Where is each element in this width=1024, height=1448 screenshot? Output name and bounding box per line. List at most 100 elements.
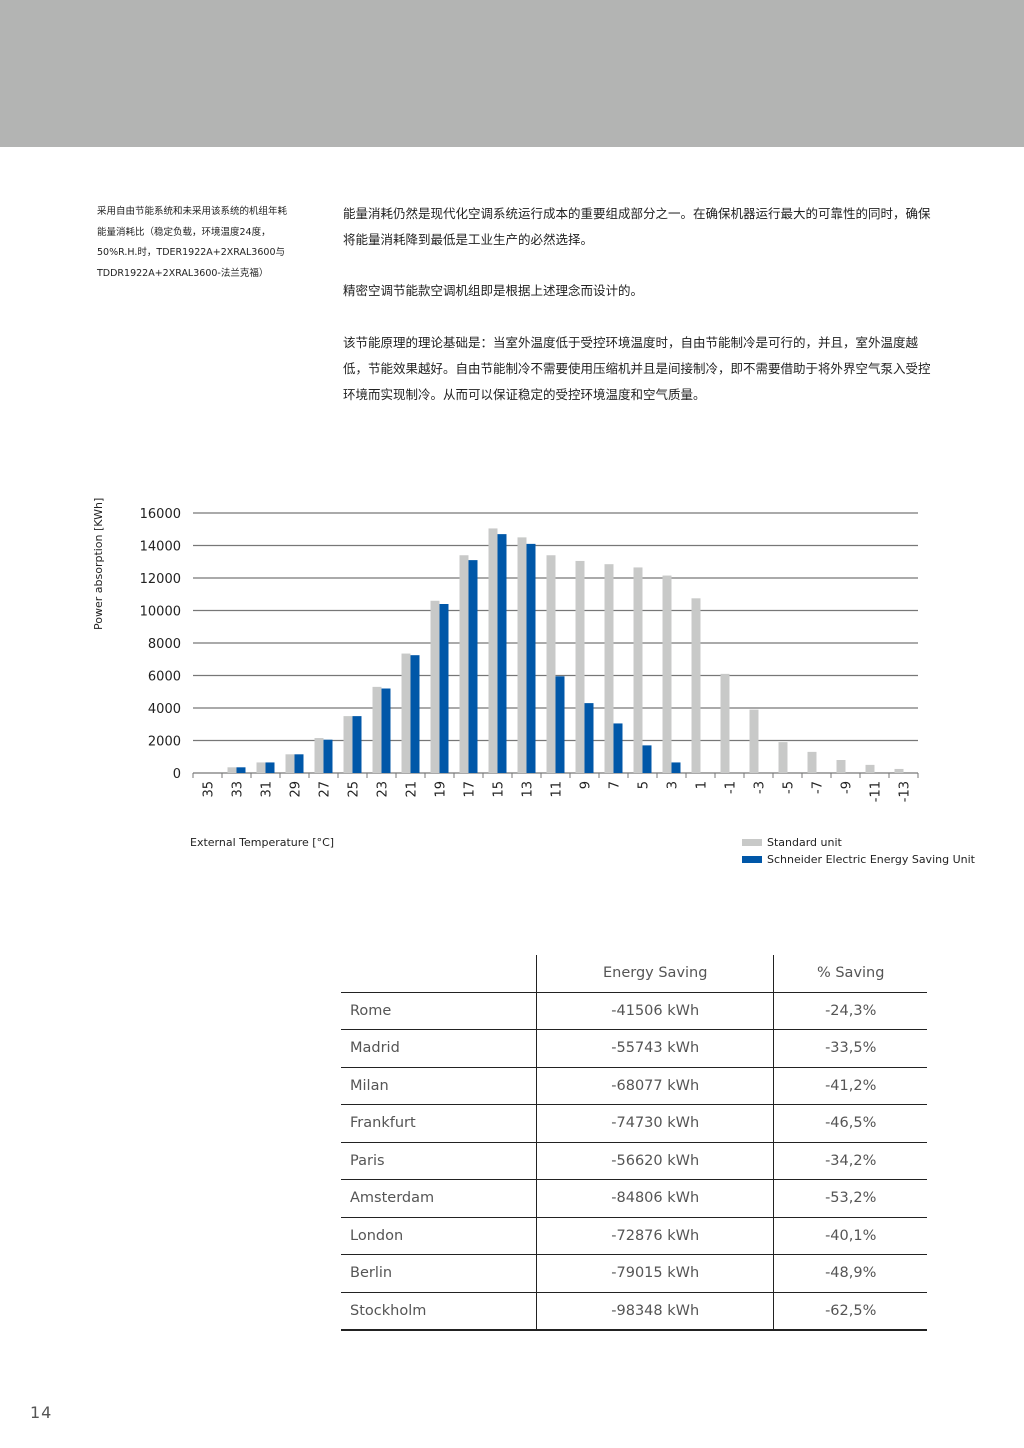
- table-row: Madrid -55743 kWh -33,5%: [341, 1029, 927, 1067]
- bar-standard: [749, 709, 759, 773]
- bar-standard: [691, 598, 701, 773]
- city-cell: Berlin: [341, 1254, 537, 1292]
- x-tick-label: 3: [666, 781, 681, 789]
- savings-table: Energy Saving % Saving Rome -41506 kWh -24…: [341, 955, 927, 1331]
- bar-standard: [633, 567, 643, 773]
- x-tick-label: 29: [289, 781, 304, 798]
- energy-saving-cell: -68077 kWh: [535, 1066, 774, 1105]
- bar-standard: [604, 564, 614, 773]
- bar-energy-saving: [671, 762, 681, 773]
- x-tick-label: 7: [608, 781, 623, 789]
- energy-saving-cell: -84806 kWh: [535, 1179, 774, 1217]
- y-tick-label: 4000: [148, 702, 181, 717]
- legend-swatch: [742, 856, 762, 863]
- y-tick-label: 16000: [140, 507, 181, 522]
- x-tick-label: 25: [347, 781, 362, 798]
- energy-saving-cell: -74730 kWh: [535, 1104, 774, 1142]
- bar-standard: [865, 764, 875, 773]
- header-percent: % Saving: [773, 955, 927, 992]
- energy-saving-cell: -56620 kWh: [535, 1141, 774, 1180]
- city-cell: Amsterdam: [341, 1179, 537, 1217]
- legend-item-standard: Standard unit: [742, 834, 975, 851]
- x-tick-label: 19: [434, 781, 449, 798]
- table-header: Energy Saving % Saving: [341, 955, 927, 992]
- y-tick-label: 2000: [148, 735, 181, 750]
- percent-saving-cell: -62,5%: [773, 1291, 927, 1331]
- city-cell: London: [341, 1216, 537, 1255]
- bar-standard: [778, 742, 788, 773]
- table-row: Amsterdam -84806 kWh -53,2%: [341, 1179, 927, 1217]
- x-tick-label: 23: [376, 781, 391, 798]
- x-tick-label: -3: [753, 781, 768, 794]
- bar-standard: [662, 575, 672, 773]
- bar-energy-saving: [526, 543, 536, 773]
- bar-standard: [430, 600, 440, 773]
- x-tick-label: 27: [318, 781, 333, 798]
- bar-standard: [488, 528, 498, 773]
- bar-energy-saving: [410, 655, 420, 773]
- bar-standard: [401, 653, 411, 773]
- bar-energy-saving: [352, 716, 362, 773]
- x-tick-label: 21: [405, 781, 420, 798]
- legend-swatch: [742, 839, 762, 846]
- y-tick-label: 14000: [140, 540, 181, 555]
- y-tick-label: 0: [173, 767, 181, 782]
- x-tick-label: -13: [898, 781, 913, 802]
- bar-energy-saving: [439, 604, 449, 773]
- energy-saving-cell: -98348 kWh: [535, 1291, 774, 1331]
- table-row: Paris -56620 kWh -34,2%: [341, 1141, 927, 1180]
- bar-energy-saving: [555, 676, 565, 773]
- energy-saving-cell: -79015 kWh: [535, 1254, 774, 1292]
- bar-standard: [314, 738, 324, 773]
- bar-standard: [517, 537, 527, 773]
- x-tick-label: 5: [637, 781, 652, 789]
- city-cell: Stockholm: [341, 1291, 537, 1331]
- city-cell: Madrid: [341, 1029, 537, 1067]
- x-tick-label: 11: [550, 781, 565, 798]
- bar-energy-saving: [381, 688, 391, 773]
- x-tick-label: 35: [202, 781, 217, 798]
- x-tick-label: 31: [260, 781, 275, 798]
- y-axis-label: Power absorption [KWh]: [92, 497, 105, 630]
- bar-energy-saving: [584, 703, 594, 773]
- table-row: Berlin -79015 kWh -48,9%: [341, 1254, 927, 1292]
- bar-energy-saving: [265, 762, 275, 773]
- x-tick-label: 15: [492, 781, 507, 798]
- bar-standard: [894, 768, 904, 773]
- bar-standard: [343, 716, 353, 773]
- header-band: [0, 0, 1024, 147]
- table-row: Rome -41506 kWh -24,3%: [341, 991, 927, 1030]
- percent-saving-cell: -34,2%: [773, 1141, 927, 1180]
- bar-standard: [546, 555, 556, 773]
- table-row: London -72876 kWh -40,1%: [341, 1216, 927, 1255]
- x-axis-label: External Temperature [°C]: [190, 836, 335, 849]
- bar-energy-saving: [468, 560, 478, 773]
- bar-energy-saving: [294, 754, 304, 773]
- legend-item-saving: Schneider Electric Energy Saving Unit: [742, 851, 975, 868]
- energy-saving-cell: -55743 kWh: [535, 1029, 774, 1067]
- x-tick-label: 9: [579, 781, 594, 789]
- city-cell: Milan: [341, 1066, 537, 1105]
- legend-label: Standard unit: [767, 836, 842, 849]
- bar-standard: [256, 762, 266, 773]
- header-energy: Energy Saving: [535, 955, 774, 992]
- y-tick-label: 8000: [148, 637, 181, 652]
- table-row: Frankfurt -74730 kWh -46,5%: [341, 1104, 927, 1142]
- y-tick-label: 6000: [148, 670, 181, 685]
- bar-standard: [720, 673, 730, 773]
- percent-saving-cell: -48,9%: [773, 1254, 927, 1292]
- energy-saving-cell: -41506 kWh: [535, 991, 774, 1030]
- city-cell: Rome: [341, 991, 537, 1030]
- percent-saving-cell: -33,5%: [773, 1029, 927, 1067]
- bar-standard: [227, 767, 237, 773]
- city-cell: Frankfurt: [341, 1104, 537, 1142]
- bar-standard: [807, 751, 817, 773]
- legend: Standard unit Schneider Electric Energy …: [742, 834, 975, 868]
- legend-label: Schneider Electric Energy Saving Unit: [767, 853, 975, 866]
- x-tick-label: 17: [463, 781, 478, 798]
- y-tick-label: 12000: [140, 572, 181, 587]
- bar-standard: [372, 686, 382, 773]
- energy-saving-cell: -72876 kWh: [535, 1216, 774, 1255]
